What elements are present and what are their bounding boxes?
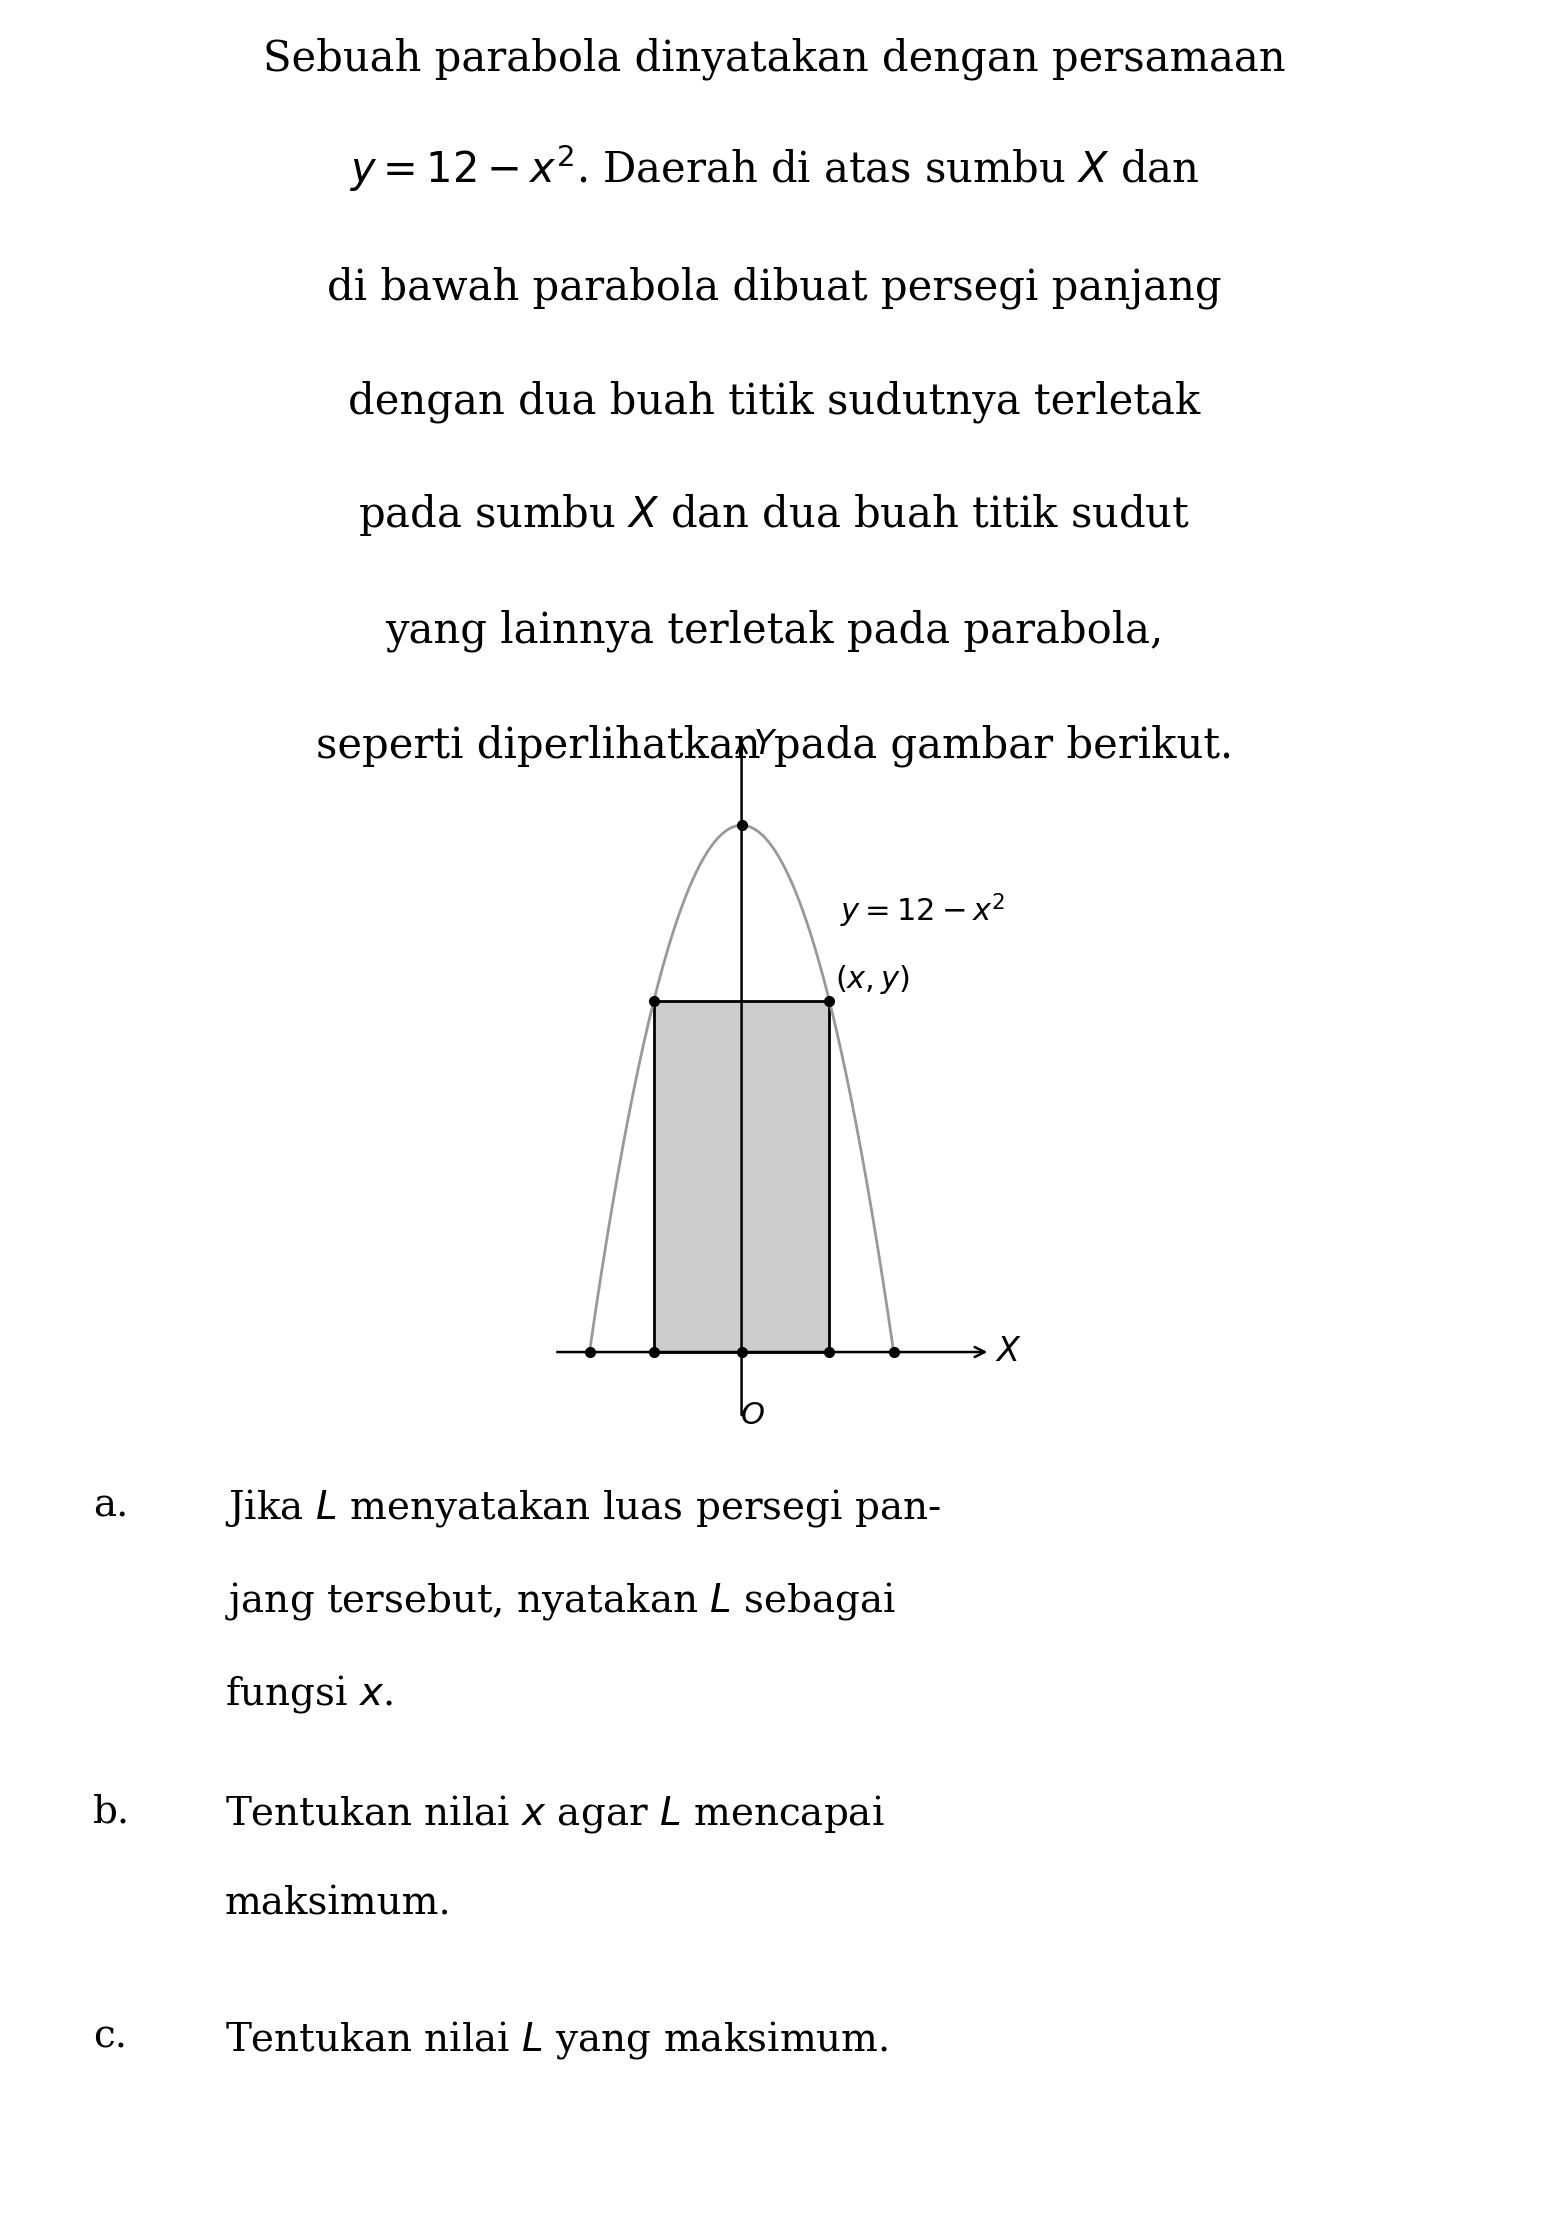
Text: a.: a. <box>93 1487 129 1525</box>
Text: Tentukan nilai $L$ yang maksimum.: Tentukan nilai $L$ yang maksimum. <box>225 2019 888 2062</box>
Text: pada sumbu $X$ dan dua buah titik sudut: pada sumbu $X$ dan dua buah titik sudut <box>358 492 1191 537</box>
Text: b.: b. <box>93 1793 130 1831</box>
Text: $X$: $X$ <box>994 1337 1021 1368</box>
Text: c.: c. <box>93 2019 127 2055</box>
Text: $O$: $O$ <box>740 1400 765 1431</box>
Text: di bawah parabola dibuat persegi panjang: di bawah parabola dibuat persegi panjang <box>327 266 1222 309</box>
Text: Sebuah parabola dinyatakan dengan persamaan: Sebuah parabola dinyatakan dengan persam… <box>263 38 1286 80</box>
Text: maksimum.: maksimum. <box>225 1885 451 1923</box>
Bar <box>654 1002 829 1353</box>
Text: $Y$: $Y$ <box>753 729 778 760</box>
Text: Jika $L$ menyatakan luas persegi pan-: Jika $L$ menyatakan luas persegi pan- <box>225 1487 940 1529</box>
Text: seperti diperlihatkan pada gambar berikut.: seperti diperlihatkan pada gambar beriku… <box>316 724 1233 767</box>
Text: $(x, y)$: $(x, y)$ <box>835 964 909 997</box>
Text: $y = 12 - x^2$: $y = 12 - x^2$ <box>841 892 1005 930</box>
Text: Tentukan nilai $x$ agar $L$ mencapai: Tentukan nilai $x$ agar $L$ mencapai <box>225 1793 884 1836</box>
Text: yang lainnya terletak pada parabola,: yang lainnya terletak pada parabola, <box>386 610 1163 653</box>
Text: dengan dua buah titik sudutnya terletak: dengan dua buah titik sudutnya terletak <box>349 380 1200 423</box>
Text: fungsi $x$.: fungsi $x$. <box>225 1673 392 1715</box>
Text: $y = 12 - x^2$. Daerah di atas sumbu $X$ dan: $y = 12 - x^2$. Daerah di atas sumbu $X$… <box>349 143 1200 195</box>
Text: jang tersebut, nyatakan $L$ sebagai: jang tersebut, nyatakan $L$ sebagai <box>225 1581 895 1621</box>
